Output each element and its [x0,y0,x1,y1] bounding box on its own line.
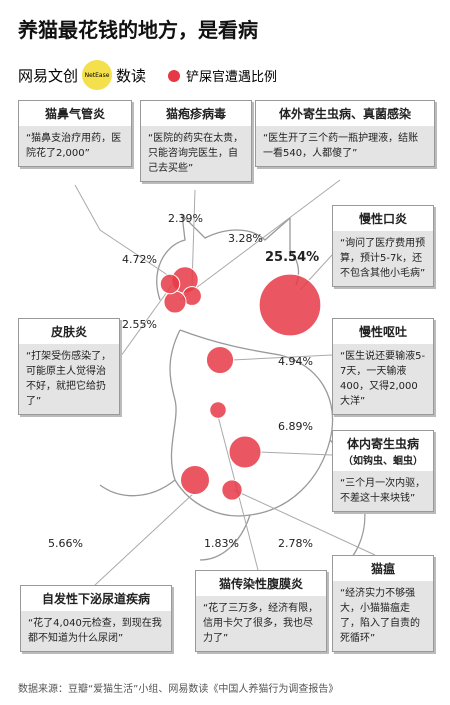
bubble [258,273,322,337]
brand-badge: NetEase [82,60,113,90]
bubble [205,345,235,375]
callout-quote: “医生开了三个药一瓶护理液，结账一看540，人都傻了” [256,126,434,166]
value-label: 5.66% [48,537,83,550]
callout-title: 自发性下泌尿道疾病 [41,592,150,606]
callout: 自发性下泌尿道疾病 “花了4,040元检查，到现在我都不知道为什么尿闭” [20,585,172,652]
value-label: 25.54% [265,250,320,265]
callout-quote: “询问了医疗费用预算，预计5-7k，还不包含其他小毛病” [333,231,433,286]
value-label: 2.78% [278,537,313,550]
callout-title: 体内寄生虫病 （如钩虫、蛔虫） [333,431,433,471]
callout-title: 猫鼻气管炎 [44,107,105,121]
callout: 猫疱疹病毒 “医院的药实在太贵，只能咨询完医生，自己去买些” [140,100,252,182]
value-label: 3.28% [228,232,263,245]
value-label: 4.94% [278,355,313,368]
leader-lines [74,179,376,586]
cat-outline [99,213,366,561]
callout-title: 慢性口炎 [358,212,407,226]
legend-label: 铲屎官遭遇比例 [186,70,278,85]
callout-quote: “打架受伤感染了，可能原主人觉得治不好，就把它给扔了” [19,344,119,414]
callout-title: 慢性呕吐 [358,325,407,339]
callout: 慢性呕吐 “医生说还要输液5-7天，一天输液400，又得2,000大洋” [332,318,434,415]
callout-title: 猫瘟 [370,562,395,576]
bubble [163,290,187,314]
callout: 体内寄生虫病 （如钩虫、蛔虫） “三个月一次内驱，不差这十来块钱” [332,430,434,512]
callout: 皮肤炎 “打架受伤感染了，可能原主人觉得治不好，就把它给扔了” [18,318,120,415]
callout-quote: “花了三万多，经济有限，信用卡欠了很多，我也尽力了” [196,596,326,651]
callout: 猫传染性腹膜炎 “花了三万多，经济有限，信用卡欠了很多，我也尽力了” [195,570,327,652]
legend: 铲屎官遭遇比例 [168,66,277,85]
title: 养猫最花钱的地方，是看病 [18,18,258,42]
callout-quote: “医院的药实在太贵，只能咨询完医生，自己去买些” [141,126,251,181]
callout: 慢性口炎 “询问了医疗费用预算，预计5-7k，还不包含其他小毛病” [332,205,434,287]
callout-quote: “医生说还要输液5-7天，一天输液400，又得2,000大洋” [333,344,433,414]
brand-name: 网易文创 [18,66,79,85]
callout-quote: “经济实力不够强大，小猫猫瘟走了，陷入了自责的死循环” [333,581,433,651]
bubble [221,479,243,501]
brand-sub: 数读 [116,66,147,85]
value-label: 2.55% [122,318,157,331]
value-label: 4.72% [122,253,157,266]
callout-title: 猫传染性腹膜炎 [218,577,303,591]
callout-quote: “猫鼻支治疗用药，医院花了2,000” [19,126,131,166]
callout-quote: “三个月一次内驱，不差这十来块钱” [333,471,433,511]
bubble [159,273,181,295]
value-label: 6.89% [278,420,313,433]
callout: 猫瘟 “经济实力不够强大，小猫猫瘟走了，陷入了自责的死循环” [332,555,434,652]
callout-quote: “花了4,040元检查，到现在我都不知道为什么尿闭” [21,611,171,651]
callout-title: 猫疱疹病毒 [165,107,226,121]
legend-swatch [168,69,180,82]
callout: 体外寄生虫病、真菌感染 “医生开了三个药一瓶护理液，结账一看540，人都傻了” [255,100,435,167]
value-label: 1.83% [204,537,239,550]
callout-title: 皮肤炎 [50,325,87,339]
source: 数据来源：豆瓣“爱猫生活”小组、网易数读《中国人养猫行为调查报告》 [18,684,339,695]
callout: 猫鼻气管炎 “猫鼻支治疗用药，医院花了2,000” [18,100,132,167]
brand: 网易文创 NetEase 数读 [18,60,146,90]
bubble [209,401,227,419]
bubble [179,464,211,496]
callout-subtitle: （如钩虫、蛔虫） [343,456,423,467]
bubble [228,435,262,469]
value-label: 2.39% [168,212,203,225]
callout-title: 体外寄生虫病、真菌感染 [278,107,411,121]
